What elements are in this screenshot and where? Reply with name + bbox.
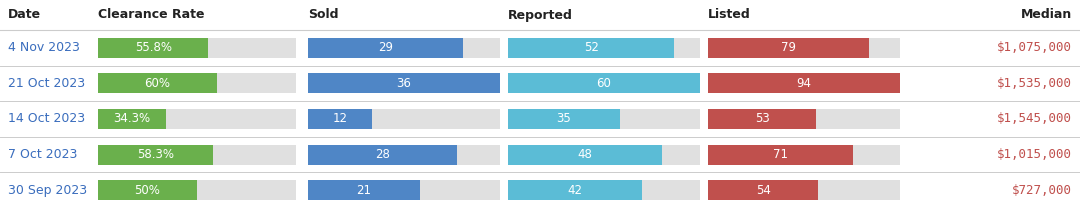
Bar: [508, 109, 700, 129]
Text: Listed: Listed: [708, 9, 751, 21]
Bar: [508, 38, 674, 58]
Text: 7 Oct 2023: 7 Oct 2023: [8, 148, 78, 161]
Bar: [98, 38, 296, 58]
Bar: [708, 145, 853, 165]
Text: 60%: 60%: [145, 77, 171, 90]
Text: 42: 42: [568, 184, 583, 197]
Text: $727,000: $727,000: [1012, 184, 1072, 197]
Bar: [508, 180, 643, 200]
Text: 54: 54: [756, 184, 771, 197]
Text: 30 Sep 2023: 30 Sep 2023: [8, 184, 87, 197]
Bar: [708, 109, 900, 129]
Bar: [308, 109, 500, 129]
Bar: [308, 38, 462, 58]
Text: 36: 36: [396, 77, 411, 90]
Text: 29: 29: [378, 41, 393, 54]
Text: 4 Nov 2023: 4 Nov 2023: [8, 41, 80, 54]
Bar: [708, 180, 900, 200]
Bar: [98, 145, 296, 165]
Bar: [708, 109, 816, 129]
Text: 94: 94: [797, 77, 811, 90]
Text: 55.8%: 55.8%: [135, 41, 172, 54]
Bar: [98, 109, 296, 129]
Text: 34.3%: 34.3%: [113, 113, 150, 125]
Bar: [98, 73, 217, 93]
Bar: [708, 73, 900, 93]
Bar: [308, 73, 500, 93]
Text: 52: 52: [584, 41, 598, 54]
Text: 14 Oct 2023: 14 Oct 2023: [8, 113, 85, 125]
Text: $1,015,000: $1,015,000: [997, 148, 1072, 161]
Bar: [308, 38, 500, 58]
Text: 58.3%: 58.3%: [137, 148, 174, 161]
Text: 35: 35: [556, 113, 571, 125]
Text: 21: 21: [356, 184, 372, 197]
Text: 60: 60: [596, 77, 611, 90]
Bar: [308, 180, 420, 200]
Bar: [708, 180, 819, 200]
Text: 71: 71: [773, 148, 788, 161]
Bar: [98, 73, 296, 93]
Bar: [98, 180, 296, 200]
Bar: [508, 38, 700, 58]
Bar: [308, 180, 500, 200]
Text: Reported: Reported: [508, 9, 572, 21]
Text: 12: 12: [333, 113, 348, 125]
Text: $1,075,000: $1,075,000: [997, 41, 1072, 54]
Bar: [308, 109, 372, 129]
Text: 79: 79: [781, 41, 796, 54]
Text: Date: Date: [8, 9, 41, 21]
Text: $1,545,000: $1,545,000: [997, 113, 1072, 125]
Bar: [98, 180, 197, 200]
Bar: [98, 109, 166, 129]
Text: Median: Median: [1021, 9, 1072, 21]
Text: 50%: 50%: [135, 184, 161, 197]
Bar: [98, 145, 214, 165]
Bar: [708, 145, 900, 165]
Bar: [308, 145, 457, 165]
Bar: [308, 145, 500, 165]
Text: 48: 48: [578, 148, 592, 161]
Bar: [308, 73, 500, 93]
Bar: [508, 73, 700, 93]
Text: Clearance Rate: Clearance Rate: [98, 9, 204, 21]
Bar: [508, 145, 662, 165]
Bar: [508, 145, 700, 165]
Text: 21 Oct 2023: 21 Oct 2023: [8, 77, 85, 90]
Text: 28: 28: [375, 148, 390, 161]
Bar: [708, 73, 900, 93]
Bar: [708, 38, 869, 58]
Bar: [508, 180, 700, 200]
Bar: [708, 38, 900, 58]
Text: Sold: Sold: [308, 9, 338, 21]
Bar: [508, 109, 620, 129]
Text: 53: 53: [755, 113, 770, 125]
Text: $1,535,000: $1,535,000: [997, 77, 1072, 90]
Bar: [508, 73, 700, 93]
Bar: [98, 38, 208, 58]
